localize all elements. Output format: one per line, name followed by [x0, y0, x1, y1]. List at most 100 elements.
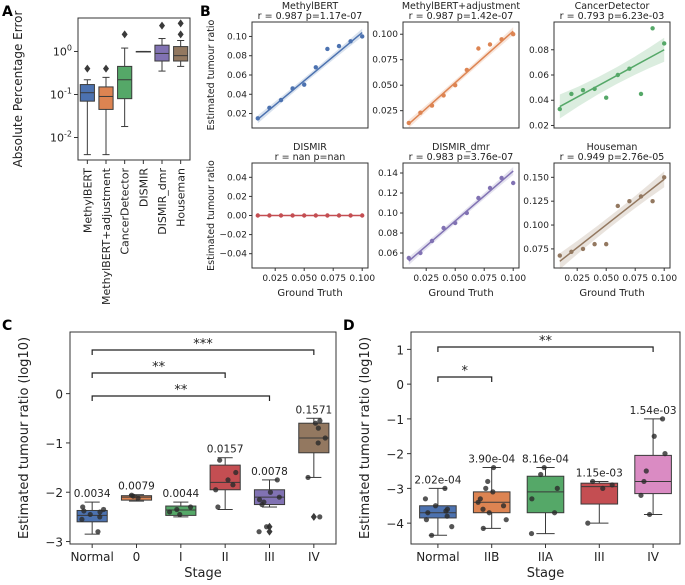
panel-b-ylabel: Estimated tumour ratio [206, 160, 217, 271]
panel-b-point [255, 116, 260, 121]
panel-b-point [406, 255, 411, 261]
panel-a-boxplot: Absolute Percentage Error 100 10-1 10-2 Meth… [11, 11, 191, 305]
panel-c-point [317, 418, 323, 424]
panel-b-xtick-label: 0.025 [262, 274, 288, 284]
panel-c-xtick-label: Normal [70, 550, 113, 564]
panel-b-point [627, 66, 632, 71]
panel-b-subplot-stat: r = 0.987 p=1.42e-07 [409, 11, 514, 22]
panel-b-ytick-label: 0.075 [523, 245, 549, 255]
panel-d-point [554, 485, 560, 491]
panel-c-boxplot: Estimated tumour ratio (log10) 0 −1 −2 −3 0.0… [17, 331, 337, 581]
panel-b-point [336, 213, 342, 218]
panel-d-median-label: 8.16e-04 [522, 454, 569, 466]
panel-b-point [278, 213, 284, 218]
panel-b-subplot-title: DISMIR [293, 142, 327, 153]
panel-a-xtick-label: CancerDetector [119, 168, 132, 255]
panel-c-point [87, 511, 93, 518]
panel-d-point [641, 478, 647, 485]
panel-c-xtick-label: IV [308, 550, 321, 564]
panel-d-point [585, 520, 591, 526]
panel-a-ytick-label: 100 [53, 43, 72, 58]
panel-b-point [255, 213, 260, 218]
panel-b-point [418, 110, 423, 115]
panel-d-point [480, 525, 486, 531]
panel-c-point [230, 482, 236, 488]
panel-c-significance-label: ** [174, 383, 188, 398]
panel-b-point [313, 213, 318, 218]
panel-b-point [302, 82, 307, 87]
panel-b-point [650, 26, 655, 31]
panel-d-point [490, 464, 497, 471]
panel-a-box [98, 86, 114, 110]
panel-d-point [483, 485, 489, 491]
panel-b-ytick-label: 0.04 [529, 96, 549, 106]
panel-a-flier [159, 21, 165, 30]
panel-b-xtick-label: 0.100 [500, 274, 526, 284]
panel-b-ytick-label: 0.12 [378, 189, 398, 199]
panel-d-median-label: 3.90e-04 [468, 454, 515, 466]
panel-a-flier [103, 64, 109, 73]
panel-b-subplot-title: Houseman [587, 142, 638, 153]
panel-a-flier [177, 30, 184, 39]
panel-b-point [290, 213, 295, 218]
panel-b-ytick-label: 0.125 [523, 197, 549, 207]
panel-d-point [662, 451, 668, 457]
panel-c-ytick-label: −2 [45, 486, 63, 500]
panel-d-xtick-label: IIA [538, 550, 554, 564]
panel-c-median-label: 0.0044 [162, 488, 199, 500]
panel-d-ytick-label: −1 [386, 413, 404, 427]
panel-d-point [646, 511, 653, 518]
panel-b-xtick-label: 0.050 [593, 274, 619, 284]
panel-b-point [592, 241, 597, 247]
panel-c-significance-label: *** [193, 337, 213, 352]
panel-d-point [490, 489, 496, 495]
panel-c-point [81, 508, 87, 514]
panel-c-point [256, 529, 262, 535]
panel-c-point [276, 494, 282, 500]
panel-b-ytick-label: 0.10 [378, 209, 398, 219]
panel-b-point [580, 246, 586, 252]
panel-b-subplot-title: CancerDetector [575, 1, 650, 12]
panel-c-point [274, 477, 280, 483]
panel-b-subplot-frame [402, 21, 520, 129]
panel-b-ytick-label: 0.02 [227, 192, 247, 202]
panel-c-point [177, 511, 183, 518]
panel-b-point [336, 43, 342, 49]
panel-c-median-label: 0.0034 [74, 488, 111, 500]
panel-c-flier [310, 512, 317, 521]
panel-b-point [302, 213, 307, 218]
panel-c-median-label: 0.0078 [251, 466, 288, 478]
panel-b-ytick-label: 0.06 [227, 71, 247, 81]
panel-d-point [551, 510, 558, 516]
panel-a-xtick-label: DISMIR [137, 168, 150, 207]
panel-a-flier [84, 64, 91, 73]
panel-c-point [128, 492, 135, 498]
panel-b-ytick-label: 0.075 [372, 56, 398, 66]
panel-c-point [215, 504, 221, 510]
panel-d-point [442, 485, 448, 491]
panel-b-subplot-frame [553, 162, 671, 269]
panel-a-ylabel: Absolute Percentage Error [11, 11, 25, 168]
panel-b-point [290, 86, 295, 91]
panel-b-ytick-label: 0.025 [372, 107, 398, 117]
panel-b-point [278, 97, 284, 103]
panel-b-point [638, 91, 644, 97]
panel-c-point [100, 506, 107, 513]
panel-d-box [580, 482, 619, 505]
panel-b-point [487, 185, 493, 191]
panel-c-point [315, 425, 321, 431]
panel-d-point [423, 517, 430, 523]
panel-b-ytick-label: −0.02 [219, 231, 247, 241]
panel-b-ytick-label: 0.04 [227, 90, 247, 100]
panel-b-point [604, 95, 609, 100]
panel-b-xlabel: Ground Truth [579, 288, 644, 299]
panel-b-subplot-stat: r = 0.983 p=3.76e-07 [409, 152, 514, 163]
panel-b-xtick-label: 0.075 [471, 274, 497, 284]
panel-b-xtick-label: 0.100 [349, 274, 375, 284]
panel-a-xtick-label: DISMIR_dmr [156, 168, 169, 235]
panel-b-point [453, 220, 458, 226]
panel-d-point [480, 506, 486, 512]
panel-b-subplot-title: MethylBERT+adjustment [402, 1, 521, 12]
panel-d-xtick-label: III [594, 550, 605, 564]
